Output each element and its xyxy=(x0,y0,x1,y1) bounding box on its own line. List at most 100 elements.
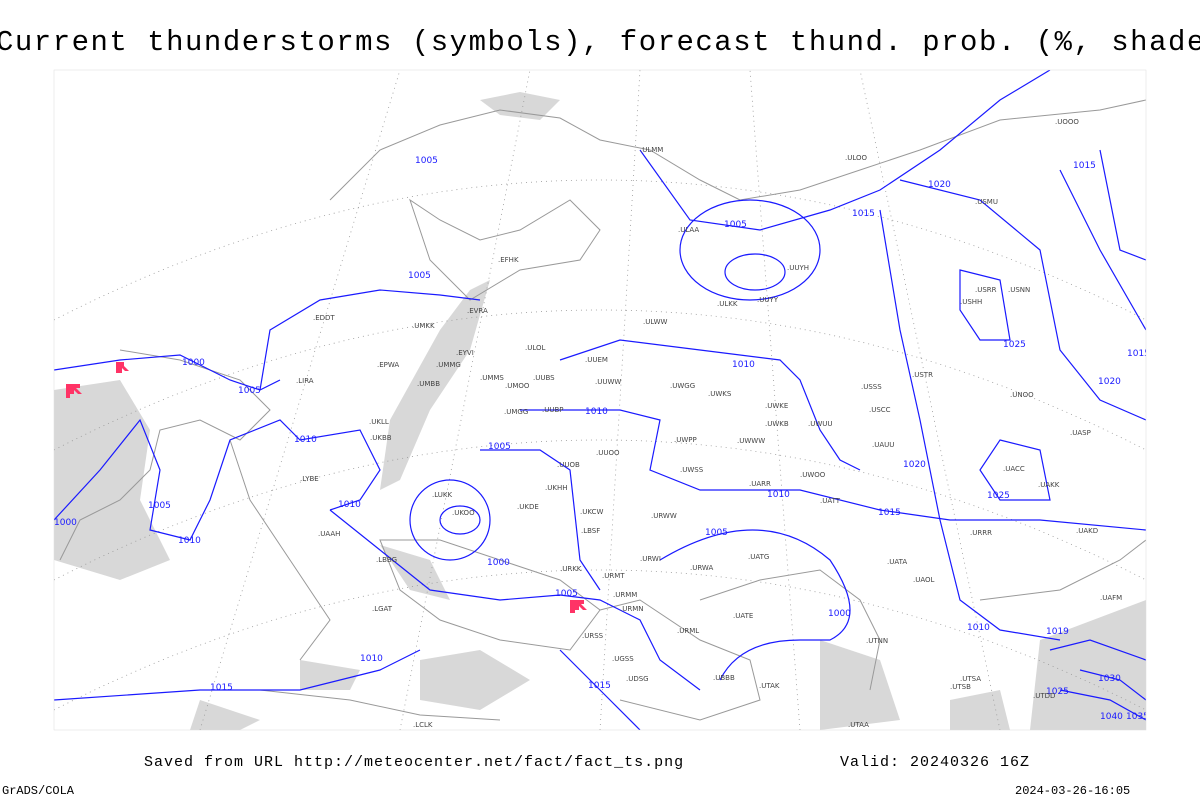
station-label: .UUYY xyxy=(757,296,779,304)
station-label: .UKDE xyxy=(517,503,539,511)
station-label: .ULAA xyxy=(678,226,699,234)
station-label: .EVRA xyxy=(467,307,488,315)
station-label: .USNN xyxy=(1008,286,1030,294)
svg-text:1020: 1020 xyxy=(928,180,951,190)
station-label: .URMT xyxy=(602,572,625,580)
station-label: .UKCW xyxy=(580,508,603,516)
isobar-labels: 1005 1005 1000 1005 1010 1005 1010 1005 … xyxy=(54,156,1150,722)
station-label: .UKBB xyxy=(370,434,392,442)
svg-text:1000: 1000 xyxy=(54,518,77,528)
svg-text:1010: 1010 xyxy=(360,654,383,664)
station-label: .UUBS xyxy=(533,374,555,382)
station-label: .URWI xyxy=(640,555,661,563)
station-label: .USCC xyxy=(869,406,891,414)
svg-text:1000: 1000 xyxy=(828,609,851,619)
svg-text:1005: 1005 xyxy=(724,220,747,230)
station-label: .UUEM xyxy=(585,356,608,364)
thunderstorm-icon xyxy=(116,362,129,373)
svg-text:1015: 1015 xyxy=(852,209,875,219)
station-label: .EYVI xyxy=(456,349,474,357)
station-label: .LCLK xyxy=(413,721,433,729)
station-label: .UDSG xyxy=(626,675,649,683)
station-label: .UUOB xyxy=(557,461,580,469)
svg-text:1025: 1025 xyxy=(987,491,1010,501)
svg-text:1005: 1005 xyxy=(415,156,438,166)
station-label: .UKLL xyxy=(369,418,389,426)
thunderstorm-probability-shading xyxy=(54,92,1146,730)
station-label: .UUOO xyxy=(596,449,620,457)
station-label: .UAAH xyxy=(318,530,340,538)
station-label: .LBSF xyxy=(581,527,600,535)
svg-text:1000: 1000 xyxy=(182,358,205,368)
svg-text:1005: 1005 xyxy=(488,442,511,452)
station-label: .ULOO xyxy=(845,154,868,162)
station-label: .UASP xyxy=(1070,429,1091,437)
station-label: .LIRA xyxy=(296,377,314,385)
station-label: .UTAK xyxy=(759,682,780,690)
station-label: .URWA xyxy=(690,564,713,572)
station-label: .UBBB xyxy=(713,674,735,682)
station-label: .LGAT xyxy=(372,605,393,613)
station-label: .UWKB xyxy=(765,420,789,428)
svg-text:1020: 1020 xyxy=(903,460,926,470)
station-label: .UOOO xyxy=(1055,118,1079,126)
svg-text:1015: 1015 xyxy=(878,508,901,518)
svg-text:1030: 1030 xyxy=(1098,674,1121,684)
svg-text:1040: 1040 xyxy=(1100,712,1123,722)
svg-text:1010: 1010 xyxy=(294,435,317,445)
station-label: .UATA xyxy=(887,558,907,566)
station-label: .UAOL xyxy=(913,576,935,584)
svg-text:1010: 1010 xyxy=(178,536,201,546)
svg-text:1010: 1010 xyxy=(338,500,361,510)
station-labels: .ULMM .ULOO .USMU .UOOO .EFHK .ULAA .UUYH .UUYY… xyxy=(296,118,1122,729)
station-label: .USTR xyxy=(912,371,933,379)
station-label: .UWOO xyxy=(800,471,826,479)
station-label: .UATE xyxy=(733,612,753,620)
station-label: .UMGG xyxy=(504,408,528,416)
valid-time-text: Valid: 20240326 16Z xyxy=(840,754,1031,771)
station-label: .ULWW xyxy=(643,318,668,326)
svg-text:1005: 1005 xyxy=(555,589,578,599)
station-label: .UGSS xyxy=(612,655,634,663)
software-credit: GrADS/COLA xyxy=(2,784,75,798)
station-label: .UTNN xyxy=(866,637,888,645)
svg-text:1005: 1005 xyxy=(238,386,261,396)
station-label: .EPWA xyxy=(377,361,399,369)
svg-text:1010: 1010 xyxy=(767,490,790,500)
station-label: .ULKK xyxy=(717,300,738,308)
station-label: .ULOL xyxy=(525,344,546,352)
station-label: .UMMS xyxy=(480,374,504,382)
svg-text:1010: 1010 xyxy=(732,360,755,370)
station-label: .UWPP xyxy=(674,436,697,444)
station-label: .UTDD xyxy=(1033,692,1055,700)
svg-text:1010: 1010 xyxy=(967,623,990,633)
station-label: .URWW xyxy=(651,512,677,520)
station-label: .USRR xyxy=(975,286,997,294)
svg-text:1015: 1015 xyxy=(210,683,233,693)
station-label: .URSS xyxy=(582,632,604,640)
svg-text:1005: 1005 xyxy=(408,271,431,281)
svg-text:1015: 1015 xyxy=(1073,161,1096,171)
station-label: .UKHH xyxy=(545,484,567,492)
station-label: .UMBB xyxy=(417,380,440,388)
station-label: .USHH xyxy=(960,298,982,306)
isobars xyxy=(54,70,1146,730)
station-label: .UMKK xyxy=(412,322,435,330)
svg-text:1000: 1000 xyxy=(487,558,510,568)
coastlines xyxy=(59,99,1146,721)
svg-text:1005: 1005 xyxy=(705,528,728,538)
station-label: .URRR xyxy=(970,529,992,537)
svg-text:1025: 1025 xyxy=(1046,687,1069,697)
svg-text:1015: 1015 xyxy=(1127,349,1150,359)
station-label: .UWKS xyxy=(708,390,732,398)
svg-text:1010: 1010 xyxy=(585,407,608,417)
station-label: .UWKE xyxy=(765,402,788,410)
station-label: .LUKK xyxy=(432,491,452,499)
station-label: .UUBP xyxy=(542,406,564,414)
station-label: .UAKD xyxy=(1076,527,1098,535)
station-label: .UTSB xyxy=(950,683,971,691)
thunderstorm-icon xyxy=(570,600,587,613)
station-label: .UUWW xyxy=(595,378,621,386)
station-label: .UWWW xyxy=(737,437,765,445)
